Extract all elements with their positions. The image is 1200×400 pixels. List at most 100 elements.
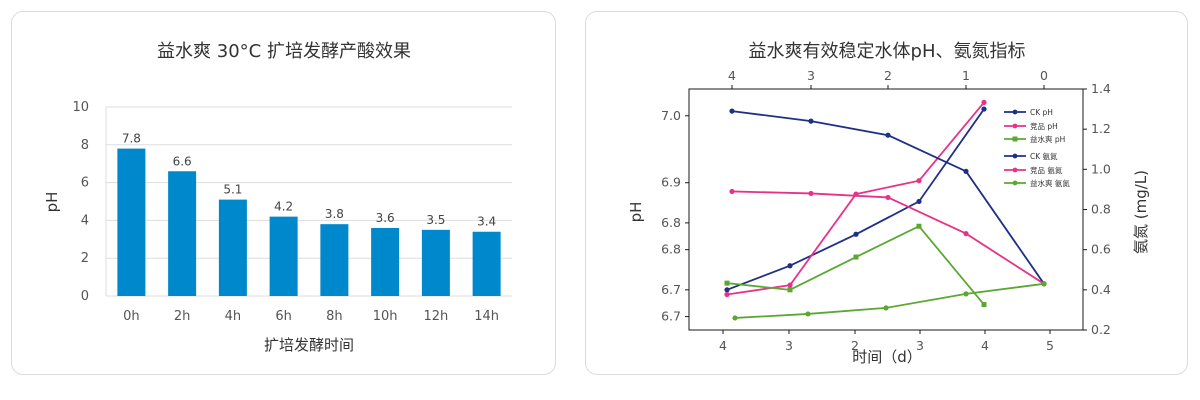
chart-title: 益水爽有效稳定水体pH、氨氮指标	[749, 41, 1026, 62]
legend-marker	[1012, 109, 1018, 115]
bar-value-label: 4.2	[274, 200, 293, 214]
x-tick-label: 0h	[123, 309, 140, 324]
data-point	[787, 287, 793, 293]
bar	[421, 229, 450, 296]
data-point	[981, 106, 987, 112]
x-tick-label: 12h	[423, 309, 448, 324]
x-tick-label: 4h	[225, 309, 242, 324]
data-point	[1041, 281, 1047, 287]
x-bottom-tick-label: 3	[785, 338, 793, 353]
y-right-tick-label: 1.0	[1091, 161, 1111, 176]
bar-value-label: 3.6	[376, 211, 395, 225]
x-bottom-tick-label: 4	[981, 338, 989, 353]
data-point	[981, 99, 987, 105]
data-point	[963, 231, 969, 237]
x-tick-label: 2h	[174, 309, 191, 324]
y-tick-label: 2	[81, 251, 89, 266]
bar	[371, 227, 400, 296]
y-right-tick-label: 0.4	[1091, 282, 1111, 297]
bar-value-label: 3.4	[477, 215, 496, 229]
bar	[320, 224, 349, 296]
data-point	[916, 178, 922, 184]
x-top-tick-label: 0	[1040, 68, 1048, 83]
card-water-stability: 益水爽有效稳定水体pH、氨氮指标 4 3 2 3 4 5 4 3 2 1 0 6.7 6.7 6.8 6.8 6…	[585, 11, 1188, 375]
data-point	[724, 280, 730, 286]
legend-marker	[1012, 123, 1018, 129]
y-right-tick-label: 1.4	[1091, 81, 1111, 96]
y-left-tick-label: 6.7	[661, 282, 681, 297]
y-right-tick-label: 0.2	[1091, 322, 1111, 337]
x-bottom-tick-label: 5	[1046, 338, 1054, 353]
bar-value-label: 3.8	[325, 207, 344, 221]
x-axis-title: 时间（d）	[852, 348, 922, 366]
y-tick-label: 10	[72, 100, 89, 115]
y-tick-label: 8	[81, 138, 89, 153]
data-point	[787, 263, 793, 269]
y-left-tick-label: 6.8	[661, 215, 681, 230]
x-top-tick-label: 2	[884, 68, 892, 83]
bar-chart-acid-production: 益水爽 30°C 扩培发酵产酸效果 0 2 4 6 8 10 7.8 0h 6.6 2h 5.1 4h 4…	[43, 41, 512, 354]
series-line	[726, 108, 985, 291]
data-point	[724, 287, 730, 293]
y-tick-label: 0	[81, 289, 89, 304]
legend-entry: CK pH	[1030, 108, 1053, 117]
legend-marker	[1012, 167, 1018, 173]
legend-marker	[1012, 180, 1018, 186]
x-bottom-tick-label: 2	[851, 338, 859, 353]
bar-value-label: 5.1	[223, 183, 242, 197]
bar-value-label: 6.6	[173, 154, 192, 168]
y-left-tick-label: 6.7	[661, 309, 681, 324]
data-point	[729, 108, 735, 114]
x-axis-title: 扩培发酵时间	[264, 336, 354, 354]
x-tick-label: 6h	[275, 309, 292, 324]
card-acid-production: 益水爽 30°C 扩培发酵产酸效果 0 2 4 6 8 10 7.8 0h 6.6 2h 5.1 4h 4…	[11, 11, 556, 375]
bar	[117, 148, 146, 296]
x-tick-label: 14h	[474, 309, 499, 324]
y-axis-title-right: 氨氮 (mg/L)	[1132, 170, 1150, 254]
data-point	[916, 198, 922, 205]
data-point	[853, 231, 859, 237]
data-point	[963, 291, 969, 297]
x-bottom-tick-label: 4	[719, 338, 727, 353]
y-left-tick-label: 6.9	[661, 175, 681, 190]
y-left-tick-label: 6.8	[661, 242, 681, 257]
chart-title: 益水爽 30°C 扩培发酵产酸效果	[157, 41, 411, 62]
data-point	[885, 194, 891, 201]
y-right-tick-label: 0.6	[1091, 242, 1111, 257]
data-point	[883, 305, 889, 311]
data-point	[729, 188, 735, 195]
x-top-tick-label: 1	[962, 68, 970, 83]
y-tick-label: 4	[81, 213, 89, 228]
data-point	[805, 311, 811, 317]
data-point	[981, 302, 987, 308]
x-top-tick-label: 3	[807, 68, 815, 83]
y-axis-title-left: pH	[627, 202, 645, 223]
data-point	[732, 315, 738, 321]
bar-value-label: 3.5	[426, 213, 445, 227]
bar-value-label: 7.8	[122, 132, 141, 146]
x-tick-label: 8h	[326, 309, 343, 324]
y-axis-title: pH	[43, 192, 61, 213]
bar	[218, 199, 247, 296]
bar	[269, 216, 298, 296]
y-left-tick-label: 7.0	[661, 108, 681, 123]
data-point	[853, 254, 859, 260]
data-point	[885, 132, 891, 138]
x-bottom-tick-label: 3	[916, 338, 924, 353]
bar	[472, 231, 501, 296]
data-point	[963, 168, 969, 174]
data-point	[808, 118, 814, 124]
y-tick-label: 6	[81, 176, 89, 191]
legend-entry: 竞品 氨氮	[1030, 165, 1063, 175]
data-point	[724, 291, 730, 298]
y-right-tick-label: 0.8	[1091, 202, 1111, 217]
data-point	[808, 190, 814, 197]
bar	[168, 171, 197, 296]
series-line	[726, 101, 985, 296]
x-tick-label: 10h	[373, 309, 398, 324]
data-point	[916, 223, 922, 229]
line-chart-water-stability: 益水爽有效稳定水体pH、氨氮指标 4 3 2 3 4 5 4 3 2 1 0 6.7 6.7 6.8 6.8 6…	[627, 41, 1150, 366]
legend-entry: 益水爽 pH	[1030, 134, 1065, 144]
series-line	[726, 225, 985, 306]
x-top-tick-label: 4	[728, 68, 736, 83]
